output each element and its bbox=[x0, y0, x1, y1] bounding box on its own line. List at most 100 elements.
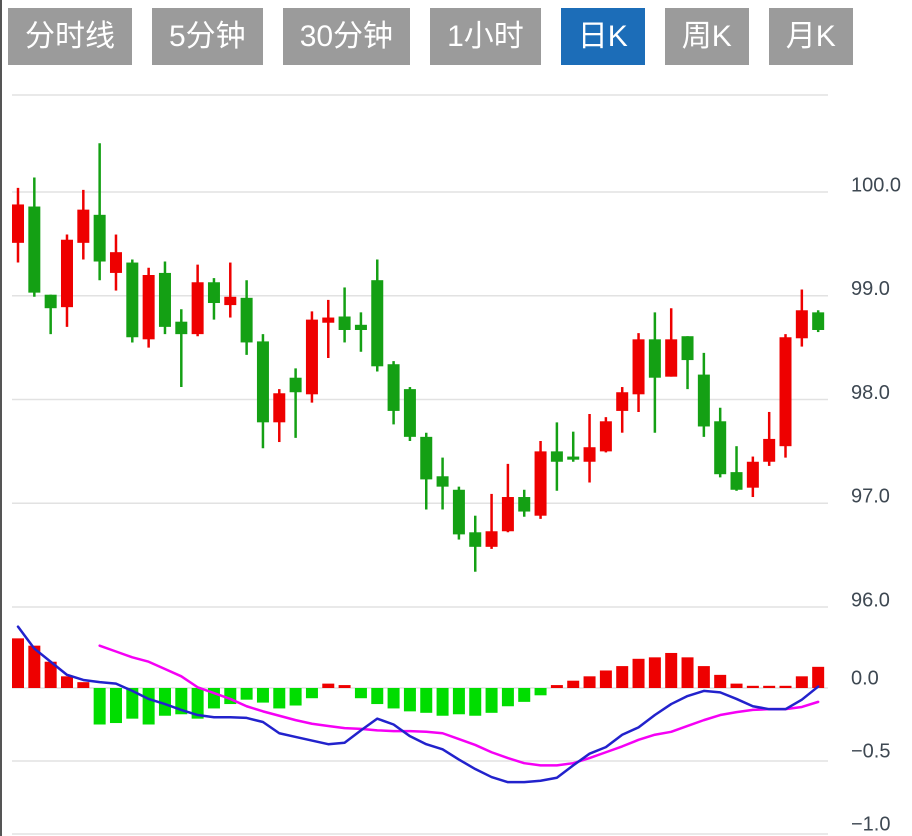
tab-1小时[interactable]: 1小时 bbox=[430, 8, 541, 65]
candle bbox=[812, 310, 825, 333]
macd-bar bbox=[305, 688, 318, 699]
candle bbox=[599, 417, 612, 453]
price-axis-label: 100.0 bbox=[851, 174, 901, 196]
candle-body bbox=[632, 339, 645, 395]
macd-bar bbox=[289, 688, 302, 706]
candle-body bbox=[289, 377, 302, 393]
candle-body bbox=[648, 339, 661, 378]
candle-body bbox=[142, 275, 155, 340]
candle bbox=[289, 368, 302, 438]
macd-histogram bbox=[12, 638, 825, 725]
candle bbox=[452, 486, 465, 540]
candle-body bbox=[126, 262, 139, 338]
macd-bar bbox=[534, 688, 547, 696]
candle bbox=[648, 312, 661, 433]
candle bbox=[93, 143, 106, 281]
candle bbox=[256, 334, 269, 449]
candle bbox=[616, 387, 629, 433]
candle bbox=[681, 336, 694, 390]
tab-分时线[interactable]: 分时线 bbox=[8, 8, 132, 65]
candle bbox=[338, 287, 351, 343]
candle bbox=[763, 411, 776, 466]
candle-body bbox=[599, 421, 612, 452]
macd-bar bbox=[779, 685, 792, 688]
candle bbox=[60, 234, 73, 327]
macd-bar bbox=[322, 683, 335, 688]
macd-bar bbox=[191, 688, 204, 719]
macd-bar bbox=[763, 685, 776, 688]
price-axis-label: 96.0 bbox=[851, 589, 890, 611]
macd-bar bbox=[126, 688, 139, 719]
candle bbox=[779, 334, 792, 458]
candle-body bbox=[93, 214, 106, 262]
candle-body bbox=[191, 282, 204, 335]
candle bbox=[158, 261, 171, 335]
candle-body bbox=[158, 272, 171, 327]
candle-body bbox=[795, 310, 808, 339]
tab-周K[interactable]: 周K bbox=[664, 8, 749, 65]
candle-body bbox=[681, 336, 694, 361]
candle-body bbox=[567, 456, 580, 460]
candle-body bbox=[550, 451, 563, 462]
candle bbox=[12, 187, 24, 263]
macd-bar bbox=[697, 666, 710, 688]
candle-body bbox=[697, 374, 710, 427]
macd-bar bbox=[93, 688, 106, 725]
macd-bar bbox=[550, 685, 563, 688]
candle bbox=[371, 259, 384, 372]
candle-body bbox=[207, 282, 220, 304]
macd-bar bbox=[240, 688, 253, 700]
candle-body bbox=[387, 364, 400, 411]
macd-bar bbox=[599, 670, 612, 688]
candle bbox=[518, 489, 531, 517]
candle bbox=[126, 259, 139, 343]
candle-body bbox=[501, 497, 514, 532]
candle-body bbox=[240, 297, 253, 343]
candle bbox=[28, 177, 41, 297]
candle-body bbox=[175, 321, 188, 335]
candle bbox=[305, 311, 318, 403]
macd-bar bbox=[681, 657, 694, 688]
macd-axis-label: −0.5 bbox=[851, 740, 890, 762]
tab-30分钟[interactable]: 30分钟 bbox=[282, 8, 411, 65]
candle-body bbox=[403, 389, 416, 437]
tab-月K[interactable]: 月K bbox=[768, 8, 853, 65]
macd-bar bbox=[12, 638, 24, 688]
candle bbox=[77, 189, 90, 260]
candle-body bbox=[714, 421, 727, 475]
dea-line bbox=[98, 644, 820, 767]
candle-body bbox=[534, 451, 547, 516]
candle bbox=[469, 515, 482, 572]
candle bbox=[224, 262, 237, 318]
candle-body bbox=[420, 436, 433, 480]
gridlines bbox=[12, 94, 828, 835]
macd-bar bbox=[436, 688, 449, 716]
macd-bar bbox=[354, 688, 367, 699]
candle-body bbox=[273, 393, 286, 423]
macd-axis-label: −1.0 bbox=[851, 813, 890, 835]
candle-body bbox=[338, 316, 351, 330]
macd-bar bbox=[338, 685, 351, 688]
candle-body bbox=[436, 476, 449, 487]
macd-bar bbox=[371, 688, 384, 705]
candle bbox=[795, 289, 808, 347]
candle bbox=[436, 457, 449, 510]
candle bbox=[714, 407, 727, 478]
candle bbox=[534, 441, 547, 519]
macd-bar bbox=[452, 688, 465, 715]
dif-line bbox=[16, 625, 820, 784]
candle bbox=[583, 414, 596, 483]
candle-body bbox=[485, 531, 498, 547]
candle bbox=[175, 309, 188, 388]
candle bbox=[44, 294, 57, 335]
macd-bar bbox=[714, 674, 727, 688]
tab-5分钟[interactable]: 5分钟 bbox=[152, 8, 263, 65]
candle bbox=[501, 463, 514, 533]
macd-bar bbox=[420, 688, 433, 713]
candle bbox=[191, 264, 204, 337]
macd-bar bbox=[256, 688, 269, 703]
tab-日K[interactable]: 日K bbox=[560, 8, 645, 65]
candle-body bbox=[746, 461, 759, 488]
macd-bar bbox=[665, 652, 678, 688]
